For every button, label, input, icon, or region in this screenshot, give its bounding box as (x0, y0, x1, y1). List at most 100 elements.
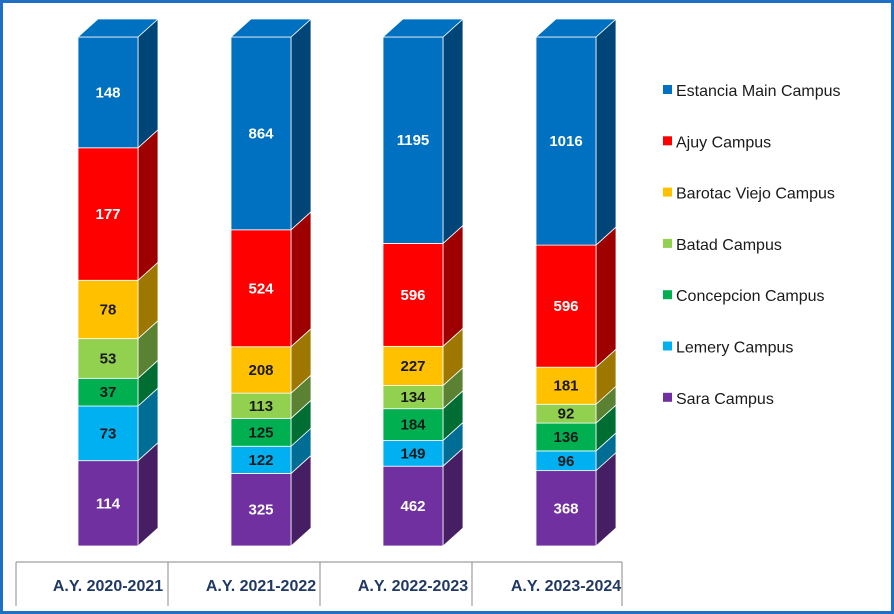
bar-segment-front (382, 36, 444, 244)
bar-segment-concepcion-campus-a-y-2023-2024: 136 (535, 404, 617, 452)
data-label: 596 (553, 298, 578, 315)
legend-item-estancia-main-campus: Estancia Main Campus (663, 83, 841, 100)
data-label: 462 (400, 498, 425, 515)
data-label: 114 (96, 495, 121, 512)
bar-segment-side (290, 210, 312, 348)
legend-item-sara-campus: Sara Campus (663, 391, 774, 408)
bar-segment-batad-campus-a-y-2022-2023: 134 (382, 366, 464, 410)
bar-segment-side (595, 226, 617, 369)
data-label: 92 (558, 406, 575, 423)
bar-segment-front (77, 377, 139, 407)
data-label: 113 (249, 398, 273, 415)
x-tick-label: A.Y. 2020-2021 (53, 578, 163, 595)
data-label: 368 (553, 500, 578, 517)
bar-segment-front (382, 440, 444, 467)
bar-segment-side (442, 224, 464, 348)
bar-segment-front (382, 465, 444, 547)
data-label: 596 (400, 287, 425, 304)
legend-item-barotac-viejo-campus: Barotac Viejo Campus (663, 186, 835, 203)
bar-segment-sara-campus-a-y-2023-2024: 368 (535, 451, 617, 547)
data-label: 181 (553, 378, 578, 395)
data-label: 149 (400, 445, 425, 462)
bar-segment-sara-campus-a-y-2022-2023: 462 (382, 447, 464, 547)
bar-segment-lemery-campus-a-y-2020-2021: 73 (77, 387, 159, 462)
bar-segment-ajuy-campus-a-y-2023-2024: 596 (535, 226, 617, 369)
legend-swatch (663, 290, 672, 300)
legend-label: Ajuy Campus (676, 134, 771, 151)
bar-segment-side (290, 18, 312, 231)
x-tick-label: A.Y. 2023-2024 (511, 578, 621, 595)
data-label: 864 (248, 125, 274, 142)
bar-segment-side (137, 18, 159, 149)
bars-layer: 114 73 37 53 78 177 148 325 122 125 113 208 524 864 46… (76, 18, 618, 547)
legend-label: Batad Campus (676, 237, 782, 254)
data-label: 227 (400, 358, 425, 375)
bar-segment-ajuy-campus-a-y-2022-2023: 596 (382, 224, 464, 348)
legend-item-ajuy-campus: Ajuy Campus (663, 134, 771, 151)
bar-segment-sara-campus-a-y-2020-2021: 114 (77, 441, 159, 547)
x-tick-label: A.Y. 2022-2023 (358, 578, 468, 595)
bar-segment-front (230, 445, 292, 474)
x-axis: A.Y. 2020-2021 A.Y. 2021-2022 A.Y. 2022-20… (15, 561, 623, 606)
data-label: 122 (248, 452, 273, 469)
legend-item-lemery-campus: Lemery Campus (663, 340, 793, 357)
bar-segment-concepcion-campus-a-y-2022-2023: 184 (382, 389, 464, 442)
legend-label: Barotac Viejo Campus (676, 186, 835, 203)
bar-segment-side (442, 18, 464, 245)
bar-segment-estancia-main-campus-a-y-2020-2021: 148 (77, 18, 159, 149)
legend: Estancia Main Campus Ajuy Campus Barotac V… (663, 83, 841, 408)
bar-segment-barotac-viejo-campus-a-y-2022-2023: 227 (382, 327, 464, 387)
data-label: 1195 (397, 132, 430, 149)
bar-segment-front (77, 36, 139, 149)
bar-segment-lemery-campus-a-y-2023-2024: 96 (535, 432, 617, 472)
legend-swatch (663, 341, 672, 351)
data-label: 136 (553, 429, 578, 446)
bar-segment-front (535, 470, 597, 547)
bar-segment-front (230, 229, 292, 348)
bar-segment-front (77, 405, 139, 462)
data-label: 148 (95, 84, 120, 101)
data-label: 53 (100, 350, 117, 367)
legend-swatch (663, 187, 672, 197)
bar-segment-front (535, 366, 597, 405)
bar-segment-concepcion-campus-a-y-2021-2022: 125 (230, 399, 312, 448)
data-label: 134 (400, 389, 426, 406)
data-label: 1016 (549, 133, 582, 150)
bar-segment-front (535, 244, 597, 368)
data-label: 184 (400, 417, 426, 434)
bar-segment-side (137, 128, 159, 282)
bar-segment-front (77, 460, 139, 547)
data-label: 524 (248, 280, 274, 297)
bar-segment-estancia-main-campus-a-y-2022-2023: 1195 (382, 18, 464, 245)
bar-top-face-a-y-2022-2023 (381, 18, 465, 38)
bar-top-face-a-y-2023-2024 (534, 18, 618, 38)
legend-swatch (663, 238, 672, 248)
bar-segment-front (77, 147, 139, 281)
data-label: 208 (248, 362, 273, 379)
bar-segment-front (382, 242, 444, 347)
data-label: 325 (248, 502, 273, 519)
legend-swatch (663, 136, 672, 146)
data-label: 177 (95, 206, 120, 223)
bar-top-face-a-y-2021-2022 (229, 18, 313, 38)
data-label: 37 (100, 384, 117, 401)
legend-label: Concepcion Campus (676, 288, 825, 305)
bar-segment-front (230, 36, 292, 231)
legend-swatch (663, 392, 672, 402)
bar-segment-side (595, 18, 617, 247)
bar-segment-lemery-campus-a-y-2022-2023: 149 (382, 421, 464, 468)
legend-label: Estancia Main Campus (676, 83, 841, 100)
bar-top-face-a-y-2020-2021 (76, 18, 160, 38)
bar-segment-barotac-viejo-campus-a-y-2021-2022: 208 (230, 327, 312, 395)
bar-segment-ajuy-campus-a-y-2020-2021: 177 (77, 128, 159, 282)
bar-segment-batad-campus-a-y-2023-2024: 92 (535, 385, 617, 425)
bar-segment-front (77, 338, 139, 379)
legend-item-concepcion-campus: Concepcion Campus (663, 288, 825, 305)
bar-segment-ajuy-campus-a-y-2021-2022: 524 (230, 210, 312, 348)
x-tick-label: A.Y. 2021-2022 (206, 578, 316, 595)
data-label: 73 (100, 425, 117, 442)
bar-segment-front (382, 408, 444, 441)
bar-segment-front (230, 473, 292, 547)
bar-segment-estancia-main-campus-a-y-2023-2024: 1016 (535, 18, 617, 247)
